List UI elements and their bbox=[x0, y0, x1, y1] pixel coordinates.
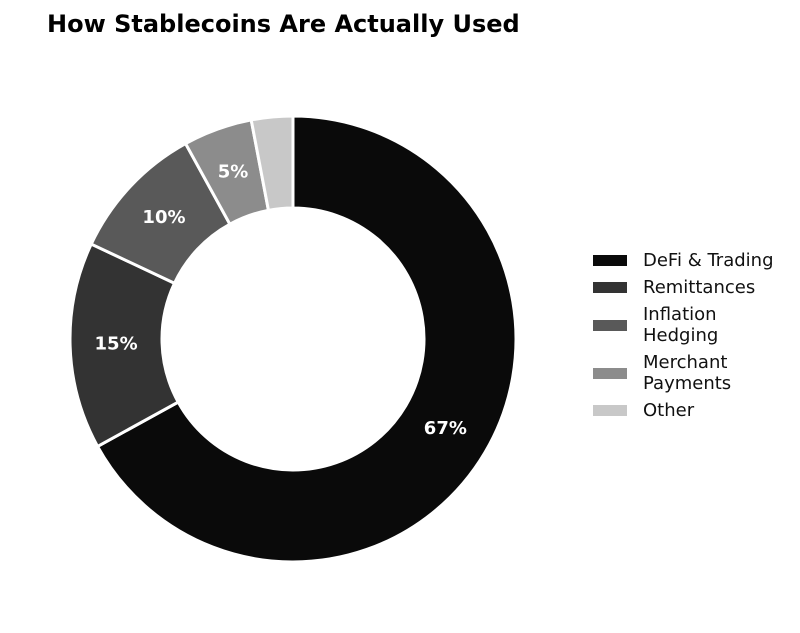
value-label: 10% bbox=[142, 207, 185, 228]
legend-label: Inflation Hedging bbox=[643, 304, 719, 346]
value-label: 15% bbox=[95, 334, 138, 355]
legend-swatch bbox=[593, 319, 627, 331]
chart-title: How Stablecoins Are Actually Used bbox=[47, 10, 520, 38]
value-label: 5% bbox=[218, 161, 249, 182]
legend-swatch bbox=[593, 282, 627, 293]
legend-item: Remittances bbox=[593, 277, 774, 298]
legend-item: DeFi & Trading bbox=[593, 250, 774, 271]
legend: DeFi & Trading Remittances Inflation Hedgi… bbox=[593, 250, 774, 427]
donut-slice bbox=[95, 114, 518, 564]
legend-label: Remittances bbox=[643, 277, 756, 298]
legend-swatch bbox=[593, 367, 627, 379]
legend-label: DeFi & Trading bbox=[643, 250, 774, 271]
legend-item: Other bbox=[593, 400, 774, 421]
legend-swatch bbox=[593, 255, 627, 266]
legend-item: Inflation Hedging bbox=[593, 304, 774, 346]
legend-swatch bbox=[593, 405, 627, 416]
legend-label: Merchant Payments bbox=[643, 352, 732, 394]
donut-slice bbox=[249, 114, 295, 213]
value-label: 67% bbox=[424, 418, 467, 439]
legend-label: Other bbox=[643, 400, 695, 421]
legend-item: Merchant Payments bbox=[593, 352, 774, 394]
